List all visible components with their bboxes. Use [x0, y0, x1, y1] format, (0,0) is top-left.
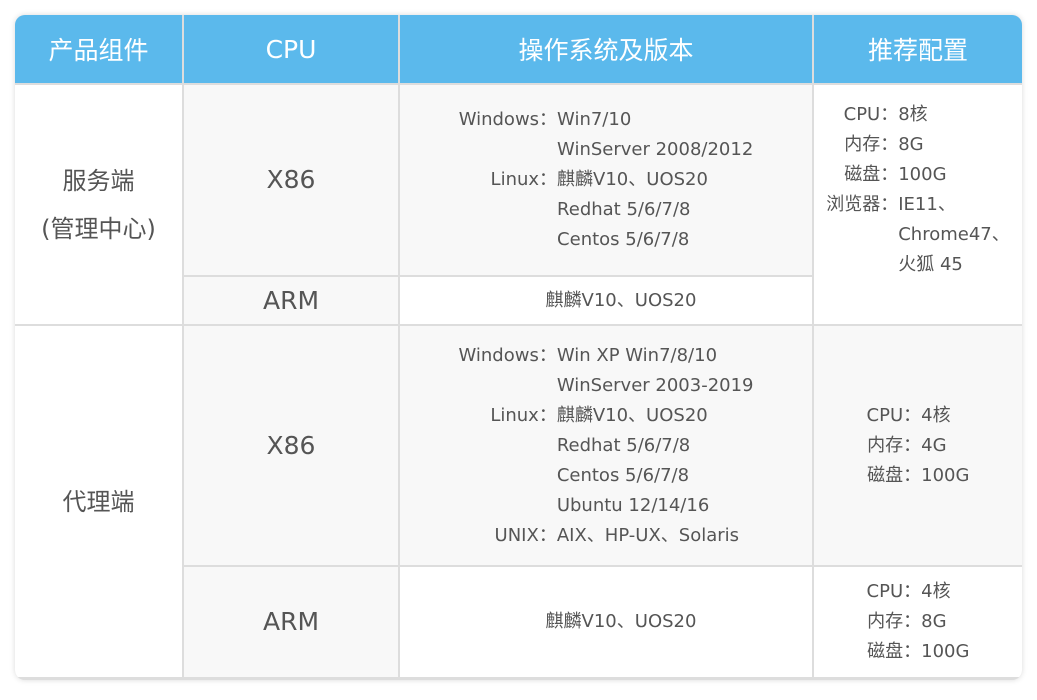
header-component: 产品组件 — [15, 15, 182, 83]
value: 8G — [921, 611, 947, 632]
header-cpu: CPU — [184, 15, 398, 83]
value: WinServer 2008/2012 — [557, 139, 754, 160]
label: 磁盘： — [867, 641, 922, 662]
agent-arm-os: 麒麟V10、UOS20 — [400, 567, 812, 677]
agent-name: 代理端 — [15, 326, 182, 677]
value: 火狐 45 — [898, 253, 963, 275]
value: 100G — [921, 641, 970, 662]
label: 磁盘： — [844, 163, 899, 185]
value: 麒麟V10、UOS20 — [556, 404, 708, 426]
label: CPU： — [866, 581, 922, 602]
server-name: 服务端 — [62, 166, 135, 195]
value: Redhat 5/6/7/8 — [556, 434, 691, 456]
header-config: 推荐配置 — [814, 15, 1022, 83]
value: AIX、HP-UX、Solaris — [556, 524, 740, 546]
value: Win7/10 — [557, 109, 632, 130]
value: Chrome47、 — [898, 223, 1010, 245]
value: Centos 5/6/7/8 — [557, 229, 690, 250]
value: IE11、 — [898, 193, 956, 215]
server-x86-os: Windows： Win7/10 WinServer 2008/2012 Linux：… — [400, 85, 812, 275]
agent-x86-cpu: X86 — [184, 326, 398, 565]
agent-x86-os: Windows： Win XP Win7/8/10 WinServer 2003-2… — [400, 326, 812, 565]
server-arm-cpu: ARM — [184, 277, 398, 324]
value: 8核 — [898, 103, 928, 125]
value: 4G — [921, 434, 947, 456]
label: 磁盘： — [867, 464, 922, 486]
label: Linux： — [490, 404, 557, 426]
label: CPU： — [843, 103, 899, 125]
server-x86-cpu: X86 — [184, 85, 398, 275]
server-subname: (管理中心) — [41, 214, 156, 243]
agent-arm-config: CPU： 4核内存： 8G 磁盘： 100G — [814, 567, 1022, 677]
value: Centos 5/6/7/8 — [556, 464, 690, 486]
server-arm-os: 麒麟V10、UOS20 — [400, 277, 812, 324]
value: 100G — [921, 464, 970, 486]
label: 内存： — [844, 133, 899, 155]
server-config: CPU： 8核内存： 8G 磁盘： 100G 浏览器： IE11、 Chrome47、 火狐 4… — [814, 85, 1022, 324]
label: 内存： — [867, 434, 922, 456]
value: WinServer 2003-2019 — [556, 374, 754, 396]
value: Ubuntu 12/14/16 — [556, 494, 710, 516]
server-component-cell: 服务端 (管理中心) — [15, 85, 182, 324]
agent-arm-cpu: ARM — [184, 567, 398, 677]
label: 内存： — [867, 611, 922, 632]
value: 4核 — [921, 581, 951, 602]
value: Redhat 5/6/7/8 — [557, 199, 691, 220]
system-requirements-table: 产品组件 CPU 操作系统及版本 推荐配置 服务端 (管理中心) X86 Win… — [15, 15, 1022, 680]
label: 浏览器： — [826, 193, 899, 215]
value: Win XP Win7/8/10 — [556, 344, 718, 366]
value: 100G — [898, 163, 947, 185]
label: UNIX： — [494, 524, 557, 546]
label: Windows： — [458, 344, 557, 366]
label: CPU： — [866, 404, 922, 426]
value: 麒麟V10、UOS20 — [557, 169, 708, 190]
value: 8G — [898, 133, 924, 155]
label: Linux： — [490, 169, 558, 190]
value: 4核 — [921, 404, 951, 426]
agent-x86-config: CPU： 4核内存： 4G 磁盘： 100G — [814, 326, 1022, 565]
label: Windows： — [458, 109, 558, 130]
header-os: 操作系统及版本 — [400, 15, 812, 83]
